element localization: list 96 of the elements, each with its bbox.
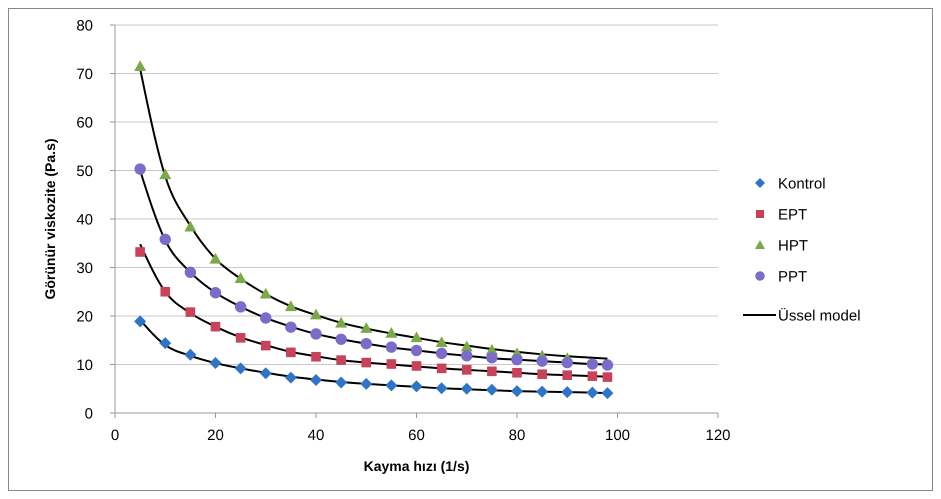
point [562, 356, 573, 368]
point [286, 348, 296, 358]
point [487, 366, 497, 376]
point [436, 364, 446, 374]
point [260, 312, 272, 324]
point [284, 372, 297, 384]
point [462, 365, 472, 375]
point [537, 369, 547, 379]
point [385, 379, 398, 392]
point [361, 358, 372, 368]
y-tick-label: 80 [76, 17, 93, 34]
point [511, 354, 523, 366]
legend-label: Kontrol [778, 175, 826, 192]
point [461, 350, 472, 362]
point [360, 378, 372, 390]
y-tick-label: 50 [76, 162, 93, 180]
y-tick-label: 40 [76, 211, 93, 228]
point [335, 376, 348, 388]
y-tick-label: 30 [76, 260, 93, 277]
y-tick-label: 70 [76, 66, 93, 83]
point [412, 361, 422, 371]
point [586, 386, 598, 399]
point [602, 359, 614, 371]
point [310, 308, 322, 320]
point [360, 338, 372, 350]
point [436, 336, 448, 347]
point [601, 387, 614, 400]
y-tick-label: 20 [76, 308, 93, 326]
point [386, 359, 396, 369]
point [511, 385, 523, 398]
x-tick-label: 20 [207, 427, 224, 444]
point [561, 386, 574, 398]
point [410, 380, 422, 392]
point [486, 352, 498, 364]
point [210, 322, 220, 332]
legend-label: PPT [778, 268, 808, 286]
x-tick-label: 0 [110, 427, 120, 444]
point [436, 348, 448, 360]
x-tick-label: 80 [508, 427, 526, 444]
point [536, 386, 548, 398]
legend-label: EPT [778, 206, 808, 224]
point [184, 348, 196, 361]
point [134, 315, 146, 328]
point [159, 337, 172, 350]
point [234, 362, 247, 374]
point [562, 370, 572, 380]
point [311, 352, 321, 362]
point [536, 355, 548, 367]
point [335, 316, 348, 328]
x-tick-label: 40 [308, 427, 324, 444]
point [210, 252, 222, 264]
legend-label: Üssel model [778, 307, 861, 324]
x-tick-label: 60 [408, 427, 425, 444]
point [410, 331, 422, 342]
point [184, 220, 196, 232]
y-tick-label: 10 [76, 356, 93, 374]
point [134, 163, 146, 175]
point [159, 168, 172, 180]
y-tick-label: 0 [84, 405, 93, 422]
point [385, 326, 398, 338]
point [160, 234, 171, 246]
point [336, 355, 346, 365]
point [260, 288, 272, 298]
point [602, 372, 612, 382]
point [284, 300, 297, 312]
point [310, 328, 322, 340]
point [135, 247, 145, 257]
point [234, 272, 247, 283]
y-tick-label: 60 [76, 114, 93, 132]
point [236, 333, 246, 343]
point [588, 371, 598, 381]
point [460, 382, 473, 395]
point [134, 60, 146, 72]
x-tick-label: 100 [604, 427, 630, 444]
point [160, 286, 170, 297]
point [512, 368, 522, 378]
legend-label: HPT [778, 237, 808, 254]
point [486, 384, 498, 396]
point [360, 322, 372, 333]
point [260, 340, 271, 350]
point [184, 266, 196, 278]
point [410, 344, 422, 356]
point [310, 374, 322, 386]
point [586, 358, 598, 370]
x-axis-title: Kayma hızı (1/s) [364, 458, 470, 474]
point [186, 307, 196, 317]
point [260, 367, 272, 380]
point [436, 382, 448, 394]
point [210, 357, 222, 370]
point [234, 301, 246, 312]
point [335, 334, 347, 345]
point [285, 321, 297, 333]
x-tick-label: 120 [705, 427, 731, 444]
point [210, 287, 222, 298]
point [386, 341, 398, 353]
y-axis-title: Görünür viskozite (Pa.s) [42, 138, 58, 300]
